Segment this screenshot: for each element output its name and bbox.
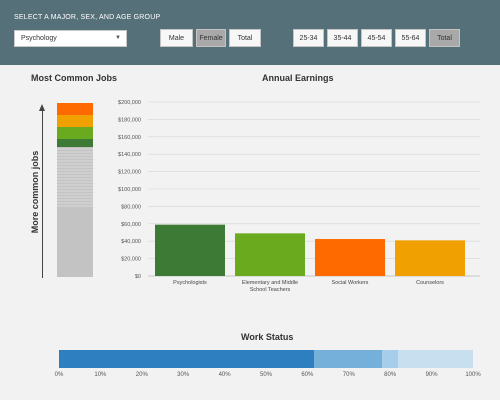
annual-earnings-chart: $0 $20,000 $40,000 $60,000 $80,000 $100,000 $1… xyxy=(118,100,480,293)
sex-button-total[interactable]: Total xyxy=(229,29,261,47)
other-job-slice xyxy=(57,148,93,151)
category-label: School Teachers xyxy=(250,287,291,293)
work-status-segment[interactable] xyxy=(381,350,399,368)
axis-arrow-line xyxy=(42,108,43,278)
age-button-25-34[interactable]: 25-34 xyxy=(293,29,324,47)
y-tick-label: $180,000 xyxy=(118,117,141,123)
annual-earnings-title: Annual Earnings xyxy=(262,73,334,83)
age-button-group: 25-34 35-44 45-54 55-64 Total xyxy=(293,29,463,47)
other-job-slice xyxy=(57,178,93,181)
age-button-55-64[interactable]: 55-64 xyxy=(395,29,426,47)
x-tick-label: 90% xyxy=(425,372,438,378)
x-tick-label: 20% xyxy=(135,372,148,378)
y-tick-label: $60,000 xyxy=(121,222,141,228)
chevron-down-icon: ▼ xyxy=(115,35,121,41)
major-select-value: Psychology xyxy=(21,35,57,42)
arrow-up-icon xyxy=(39,104,45,111)
bar-social-workers[interactable] xyxy=(315,239,385,276)
y-tick-label: $0 xyxy=(135,274,141,280)
y-tick-label: $20,000 xyxy=(121,257,141,263)
other-job-slice xyxy=(57,181,93,184)
x-tick-label: 10% xyxy=(94,372,107,378)
bar-counselors[interactable] xyxy=(395,240,465,276)
other-job-slice xyxy=(57,193,93,196)
work-status-segment[interactable] xyxy=(398,350,473,368)
other-jobs-segment xyxy=(57,147,93,277)
job-segment[interactable] xyxy=(57,138,93,148)
job-segment[interactable] xyxy=(57,127,93,139)
other-job-slice xyxy=(57,166,93,169)
x-tick-label: 80% xyxy=(384,372,397,378)
other-job-slice xyxy=(57,190,93,193)
y-tick-label: $40,000 xyxy=(121,239,141,245)
y-tick-label: $120,000 xyxy=(118,170,141,176)
other-job-slice xyxy=(57,175,93,178)
other-job-slice xyxy=(57,196,93,199)
x-tick-label: 0% xyxy=(54,372,64,378)
bar-psychologists[interactable] xyxy=(155,224,225,276)
other-job-slice xyxy=(57,169,93,172)
other-job-slice xyxy=(57,205,93,208)
category-label: Elementary and Middle xyxy=(242,280,298,286)
x-tick-label: 50% xyxy=(259,372,273,378)
major-select[interactable]: Psychology ▼ xyxy=(14,30,127,47)
y-tick-label: $200,000 xyxy=(118,100,141,106)
sex-button-female[interactable]: Female xyxy=(196,29,226,47)
age-button-total[interactable]: Total xyxy=(429,29,460,47)
x-tick-label: 30% xyxy=(177,372,190,378)
more-common-jobs-label: More common jobs xyxy=(30,150,40,234)
x-tick-label: 40% xyxy=(218,372,231,378)
age-button-35-44[interactable]: 35-44 xyxy=(327,29,358,47)
work-status-segment[interactable] xyxy=(313,350,382,368)
other-job-slice xyxy=(57,187,93,190)
other-job-slice xyxy=(57,184,93,187)
sex-button-male[interactable]: Male xyxy=(160,29,193,47)
most-common-jobs-bar xyxy=(57,103,93,277)
bar-elementary-and-middle-school-teachers[interactable] xyxy=(235,233,305,276)
y-tick-label: $160,000 xyxy=(118,135,141,141)
job-segment[interactable] xyxy=(57,103,93,116)
work-status-title: Work Status xyxy=(241,332,294,342)
work-status-segment[interactable] xyxy=(59,350,314,368)
header-bar: SELECT A MAJOR, SEX, AND AGE GROUP Psych… xyxy=(0,0,500,65)
x-tick-label: 70% xyxy=(342,372,355,378)
category-label: Counselors xyxy=(416,280,444,286)
other-job-slice xyxy=(57,199,93,202)
job-segment[interactable] xyxy=(57,115,93,128)
category-label: Psychologists xyxy=(173,280,207,286)
other-job-slice xyxy=(57,154,93,157)
age-button-45-54[interactable]: 45-54 xyxy=(361,29,392,47)
work-status-bar xyxy=(59,350,473,368)
other-job-slice xyxy=(57,163,93,166)
y-tick-label: $80,000 xyxy=(121,204,141,210)
y-tick-label: $140,000 xyxy=(118,152,141,158)
category-label: Social Workers xyxy=(332,280,369,286)
other-job-slice xyxy=(57,157,93,160)
selection-instructions: SELECT A MAJOR, SEX, AND AGE GROUP xyxy=(14,14,161,21)
other-job-slice xyxy=(57,151,93,154)
x-tick-label: 100% xyxy=(465,372,481,378)
sex-button-group: Male Female Total xyxy=(160,29,264,47)
most-common-jobs-title: Most Common Jobs xyxy=(31,73,118,83)
other-job-slice xyxy=(57,202,93,205)
other-job-slice xyxy=(57,160,93,163)
x-tick-label: 60% xyxy=(301,372,314,378)
other-job-slice xyxy=(57,172,93,175)
y-tick-label: $100,000 xyxy=(118,187,141,193)
